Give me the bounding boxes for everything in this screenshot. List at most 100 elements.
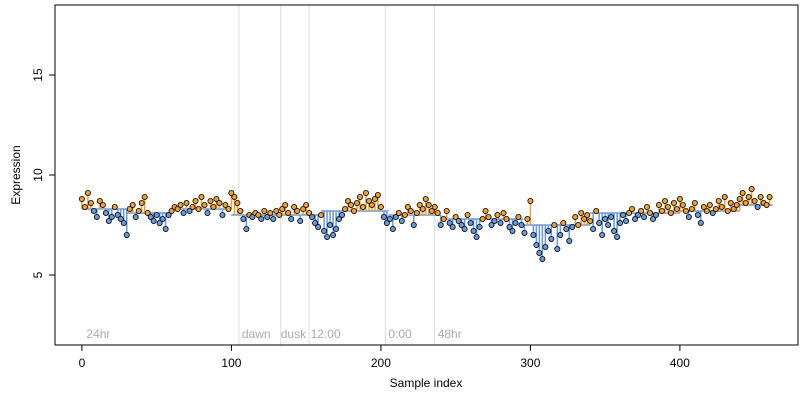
data-point xyxy=(649,215,656,222)
data-point xyxy=(297,217,304,224)
data-point xyxy=(162,225,169,232)
data-point xyxy=(578,209,585,216)
data-point xyxy=(539,255,546,262)
data-point xyxy=(339,211,346,218)
data-point xyxy=(105,217,112,224)
data-point xyxy=(703,207,710,214)
data-point xyxy=(712,205,719,212)
data-point xyxy=(324,233,331,240)
data-point xyxy=(503,215,510,222)
data-point xyxy=(228,189,235,196)
data-point xyxy=(545,227,552,234)
data-point xyxy=(605,221,612,228)
data-point xyxy=(652,211,659,218)
data-point xyxy=(120,219,127,226)
data-point xyxy=(294,207,301,214)
data-point xyxy=(560,219,567,226)
data-point xyxy=(575,221,582,228)
data-point xyxy=(697,219,704,226)
data-point xyxy=(213,195,220,202)
data-point xyxy=(234,199,241,206)
data-point xyxy=(327,221,334,228)
data-point xyxy=(111,203,118,210)
data-point xyxy=(386,215,393,222)
data-point xyxy=(333,225,340,232)
data-point xyxy=(515,213,522,220)
data-point xyxy=(383,219,390,226)
data-point xyxy=(186,207,193,214)
phase-label: 24hr xyxy=(86,327,110,341)
x-axis-label: Sample index xyxy=(390,376,463,390)
data-point xyxy=(303,201,310,208)
data-point xyxy=(458,221,465,228)
data-point xyxy=(542,243,549,250)
data-point xyxy=(464,211,471,218)
data-point xyxy=(685,213,692,220)
data-point xyxy=(745,193,752,200)
data-point xyxy=(342,205,349,212)
data-point xyxy=(491,217,498,224)
x-tick-label: 0 xyxy=(79,356,86,370)
data-point xyxy=(667,209,674,216)
data-point xyxy=(721,193,728,200)
data-point xyxy=(736,195,743,202)
data-point xyxy=(93,213,100,220)
data-point xyxy=(359,203,366,210)
data-point xyxy=(455,217,462,224)
data-point xyxy=(87,199,94,206)
data-point xyxy=(658,207,665,214)
data-point xyxy=(509,227,516,234)
data-point xyxy=(398,217,405,224)
phase-label: 0:00 xyxy=(388,327,412,341)
data-point xyxy=(225,205,232,212)
data-point xyxy=(114,211,121,218)
data-point xyxy=(336,215,343,222)
data-point xyxy=(623,217,630,224)
data-point xyxy=(210,203,217,210)
data-point xyxy=(306,209,313,216)
data-point xyxy=(638,207,645,214)
data-point xyxy=(258,215,265,222)
data-point xyxy=(694,211,701,218)
data-point xyxy=(204,209,211,216)
data-point xyxy=(617,219,624,226)
data-point xyxy=(159,215,166,222)
x-tick-label: 200 xyxy=(371,356,391,370)
data-point xyxy=(512,219,519,226)
data-point xyxy=(392,213,399,220)
data-point xyxy=(102,209,109,216)
data-point xyxy=(422,195,429,202)
data-point xyxy=(530,231,537,238)
data-point xyxy=(449,223,456,230)
data-point xyxy=(572,213,579,220)
data-point xyxy=(428,207,435,214)
data-point xyxy=(255,211,262,218)
data-point xyxy=(168,207,175,214)
data-point xyxy=(174,205,181,212)
data-point xyxy=(315,223,322,230)
data-point xyxy=(641,213,648,220)
data-point xyxy=(138,199,145,206)
data-point xyxy=(404,203,411,210)
data-point xyxy=(608,213,615,220)
data-point xyxy=(431,203,438,210)
data-point xyxy=(135,207,142,214)
data-point xyxy=(90,207,97,214)
data-point xyxy=(670,199,677,206)
data-point xyxy=(655,201,662,208)
phase-label: 48hr xyxy=(438,327,462,341)
data-point xyxy=(554,245,561,252)
data-point xyxy=(401,211,408,218)
x-tick-label: 400 xyxy=(670,356,690,370)
data-point xyxy=(691,199,698,206)
data-point xyxy=(497,219,504,226)
data-point xyxy=(123,231,130,238)
data-point xyxy=(374,191,381,198)
data-point xyxy=(467,219,474,226)
data-point xyxy=(730,205,737,212)
data-point xyxy=(533,241,540,248)
data-point xyxy=(126,205,133,212)
data-point xyxy=(267,209,274,216)
data-point xyxy=(309,213,316,220)
